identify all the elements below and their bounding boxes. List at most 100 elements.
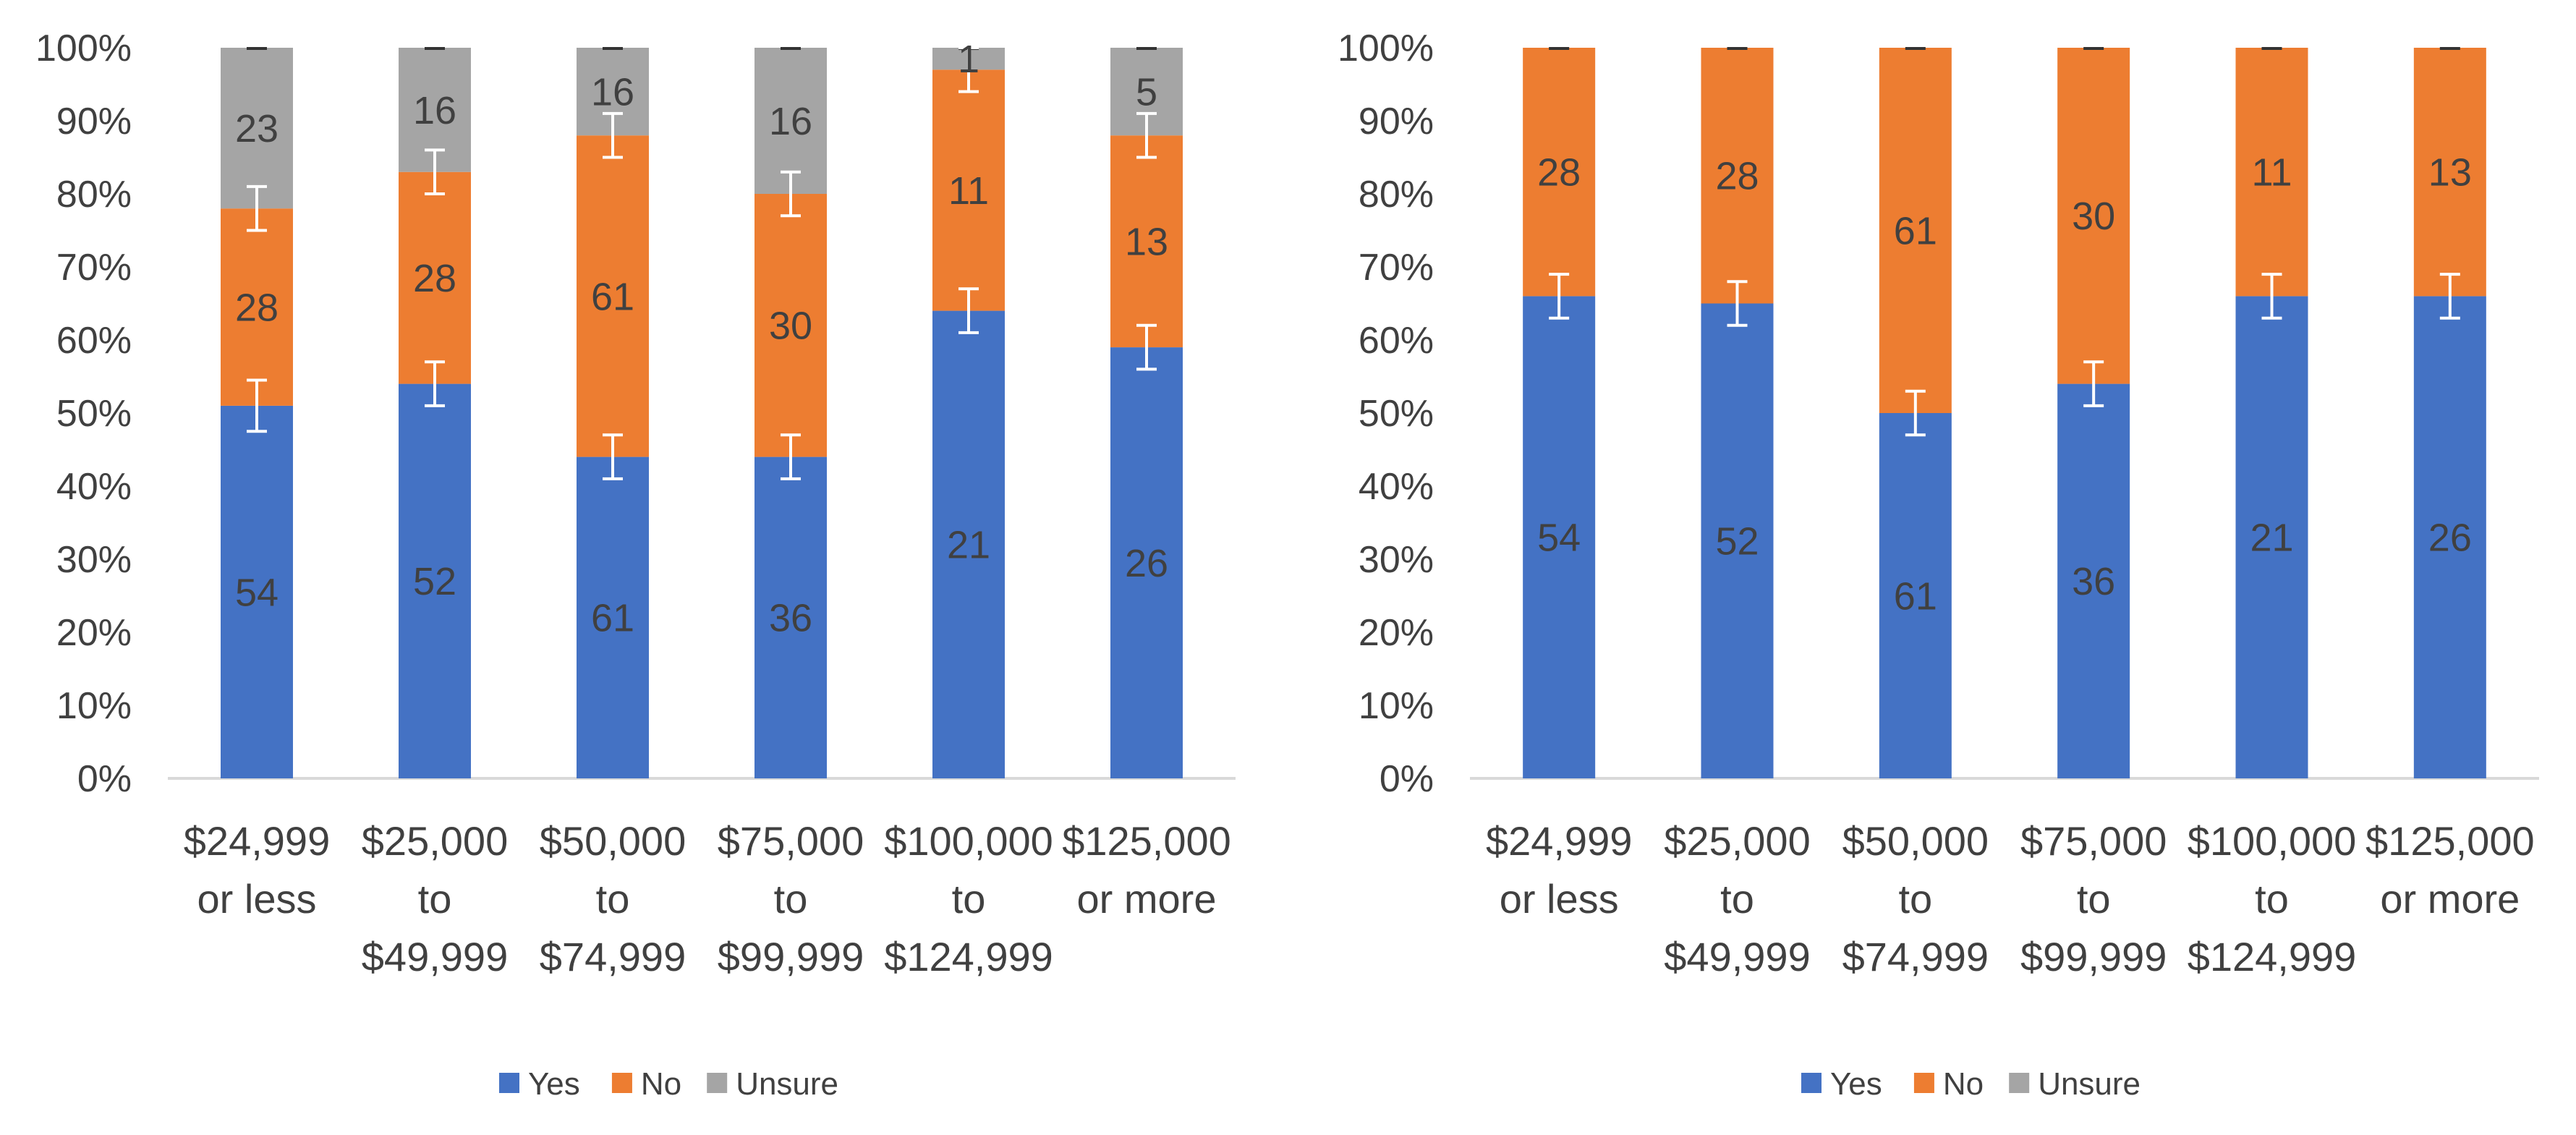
chart-panel-1: 0% 10% 20% 30% 40% 50% 60% 70% 80% 90% 100% 54 28 23 $… [35, 27, 1236, 1102]
data-label-yes: 21 [2250, 517, 2293, 560]
bar-yes [577, 456, 649, 778]
data-label-yes: 61 [591, 597, 634, 640]
bar-stack: 52 28 [1701, 47, 1774, 778]
legend-label: Yes [1830, 1066, 1882, 1102]
data-label-yes: 26 [1125, 542, 1168, 585]
x-category-label: to [774, 876, 808, 922]
bar-yes [2057, 383, 2130, 778]
x-category-label: $25,000 [362, 818, 508, 864]
data-label-no: 61 [1894, 209, 1937, 252]
legend-swatch [1801, 1073, 1822, 1093]
bar-stack: 36 30 16 [754, 47, 827, 778]
x-category-label: $100,000 [2188, 818, 2357, 864]
y-tick-label: 30% [1359, 539, 1434, 581]
data-label-no: 28 [413, 257, 456, 300]
x-category-label: to [596, 876, 630, 922]
x-category-label: or less [197, 876, 317, 922]
y-tick-label: 20% [56, 612, 132, 654]
bar-yes [1701, 303, 1774, 778]
x-category-label: to [1898, 876, 1932, 922]
y-tick-label: 80% [56, 174, 132, 216]
legend-swatch [499, 1073, 519, 1093]
data-label-unsure: 23 [235, 107, 279, 150]
bar-no [1879, 48, 1952, 413]
data-label-no: 61 [591, 275, 634, 318]
x-category-label: $74,999 [540, 934, 686, 979]
bar-unsure [221, 48, 293, 209]
x-category-label: $125,000 [2365, 818, 2535, 864]
data-label-no: 28 [235, 286, 279, 329]
x-category-label: to [2077, 876, 2111, 922]
x-category-label: to [952, 876, 986, 922]
legend-label: Unsure [736, 1066, 838, 1102]
x-category-label: $49,999 [1664, 934, 1810, 979]
x-category-label: or more [1077, 876, 1217, 922]
y-tick-label: 20% [1359, 612, 1434, 654]
bar-stack: 54 28 23 [221, 47, 293, 778]
y-tick-label: 30% [56, 539, 132, 581]
x-category-label: $25,000 [1664, 818, 1810, 864]
y-tick-label: 90% [1359, 101, 1434, 143]
data-label-unsure: 5 [1136, 71, 1157, 114]
data-label-no: 13 [2428, 151, 2472, 195]
legend-swatch [611, 1073, 632, 1093]
data-label-no: 13 [1125, 221, 1168, 264]
bar-no [2057, 48, 2130, 384]
bar-stack: 36 30 [2057, 47, 2130, 778]
bar-stack: 61 61 16 [577, 47, 649, 778]
x-category-label: $125,000 [1062, 818, 1231, 864]
bar-no [754, 194, 827, 457]
x-category-label: or less [1500, 876, 1619, 922]
bar-yes [399, 383, 471, 778]
y-tick-label: 10% [56, 685, 132, 727]
legend-label: Yes [528, 1066, 580, 1102]
x-category-label: to [1720, 876, 1754, 922]
y-tick-label: 60% [56, 320, 132, 362]
data-label-no: 11 [2251, 151, 2292, 195]
legend-item-yes: Yes [1801, 1066, 1882, 1102]
y-tick-label: 50% [56, 393, 132, 435]
y-tick-label: 10% [1359, 685, 1434, 727]
bar-yes [754, 456, 827, 778]
data-label-yes: 61 [1894, 574, 1937, 618]
bar-no [932, 69, 1005, 311]
x-category-label: $50,000 [540, 818, 686, 864]
y-tick-label: 0% [77, 758, 132, 800]
x-category-label: $24,999 [184, 818, 330, 864]
legend-swatch [707, 1073, 728, 1093]
data-label-yes: 54 [235, 571, 279, 614]
x-category-label: $124,999 [2188, 934, 2357, 979]
y-tick-label: 70% [56, 247, 132, 289]
bar-unsure [754, 48, 827, 194]
data-label-unsure: 16 [769, 100, 812, 143]
data-label-yes: 54 [1537, 517, 1581, 560]
data-label-no: 28 [1537, 151, 1581, 195]
data-label-yes: 52 [413, 560, 456, 603]
legend-item-no: No [611, 1066, 681, 1102]
x-category-label: to [2255, 876, 2289, 922]
bar-stack: 26 13 5 [1110, 47, 1183, 779]
legend: Yes No Unsure [499, 1066, 838, 1102]
y-tick-label: 70% [1359, 247, 1434, 289]
legend-item-yes: Yes [499, 1066, 580, 1102]
data-label-yes: 36 [769, 597, 812, 640]
bar-no [399, 171, 471, 384]
bar-stack: 21 11 [2235, 47, 2308, 778]
bar-yes [1879, 413, 1952, 778]
y-tick-label: 40% [56, 466, 132, 508]
x-category-label: $99,999 [718, 934, 864, 979]
y-tick-label: 0% [1380, 758, 1434, 800]
data-label-unsure: 16 [591, 71, 634, 114]
y-tick-label: 90% [56, 101, 132, 143]
y-tick-label: 40% [1359, 466, 1434, 508]
bar-yes [2235, 296, 2308, 778]
bar-stack: 52 28 16 [399, 47, 471, 778]
x-category-label: $75,000 [2020, 818, 2167, 864]
x-category-label: $24,999 [1486, 818, 1632, 864]
chart-panel-2: 0% 10% 20% 30% 40% 50% 60% 70% 80% 90% 100% 54 28 $24… [1338, 27, 2539, 1102]
bar-yes [2413, 296, 2486, 778]
y-tick-label: 50% [1359, 393, 1434, 435]
data-label-yes: 36 [2072, 560, 2115, 603]
x-category-label: $50,000 [1842, 818, 1989, 864]
